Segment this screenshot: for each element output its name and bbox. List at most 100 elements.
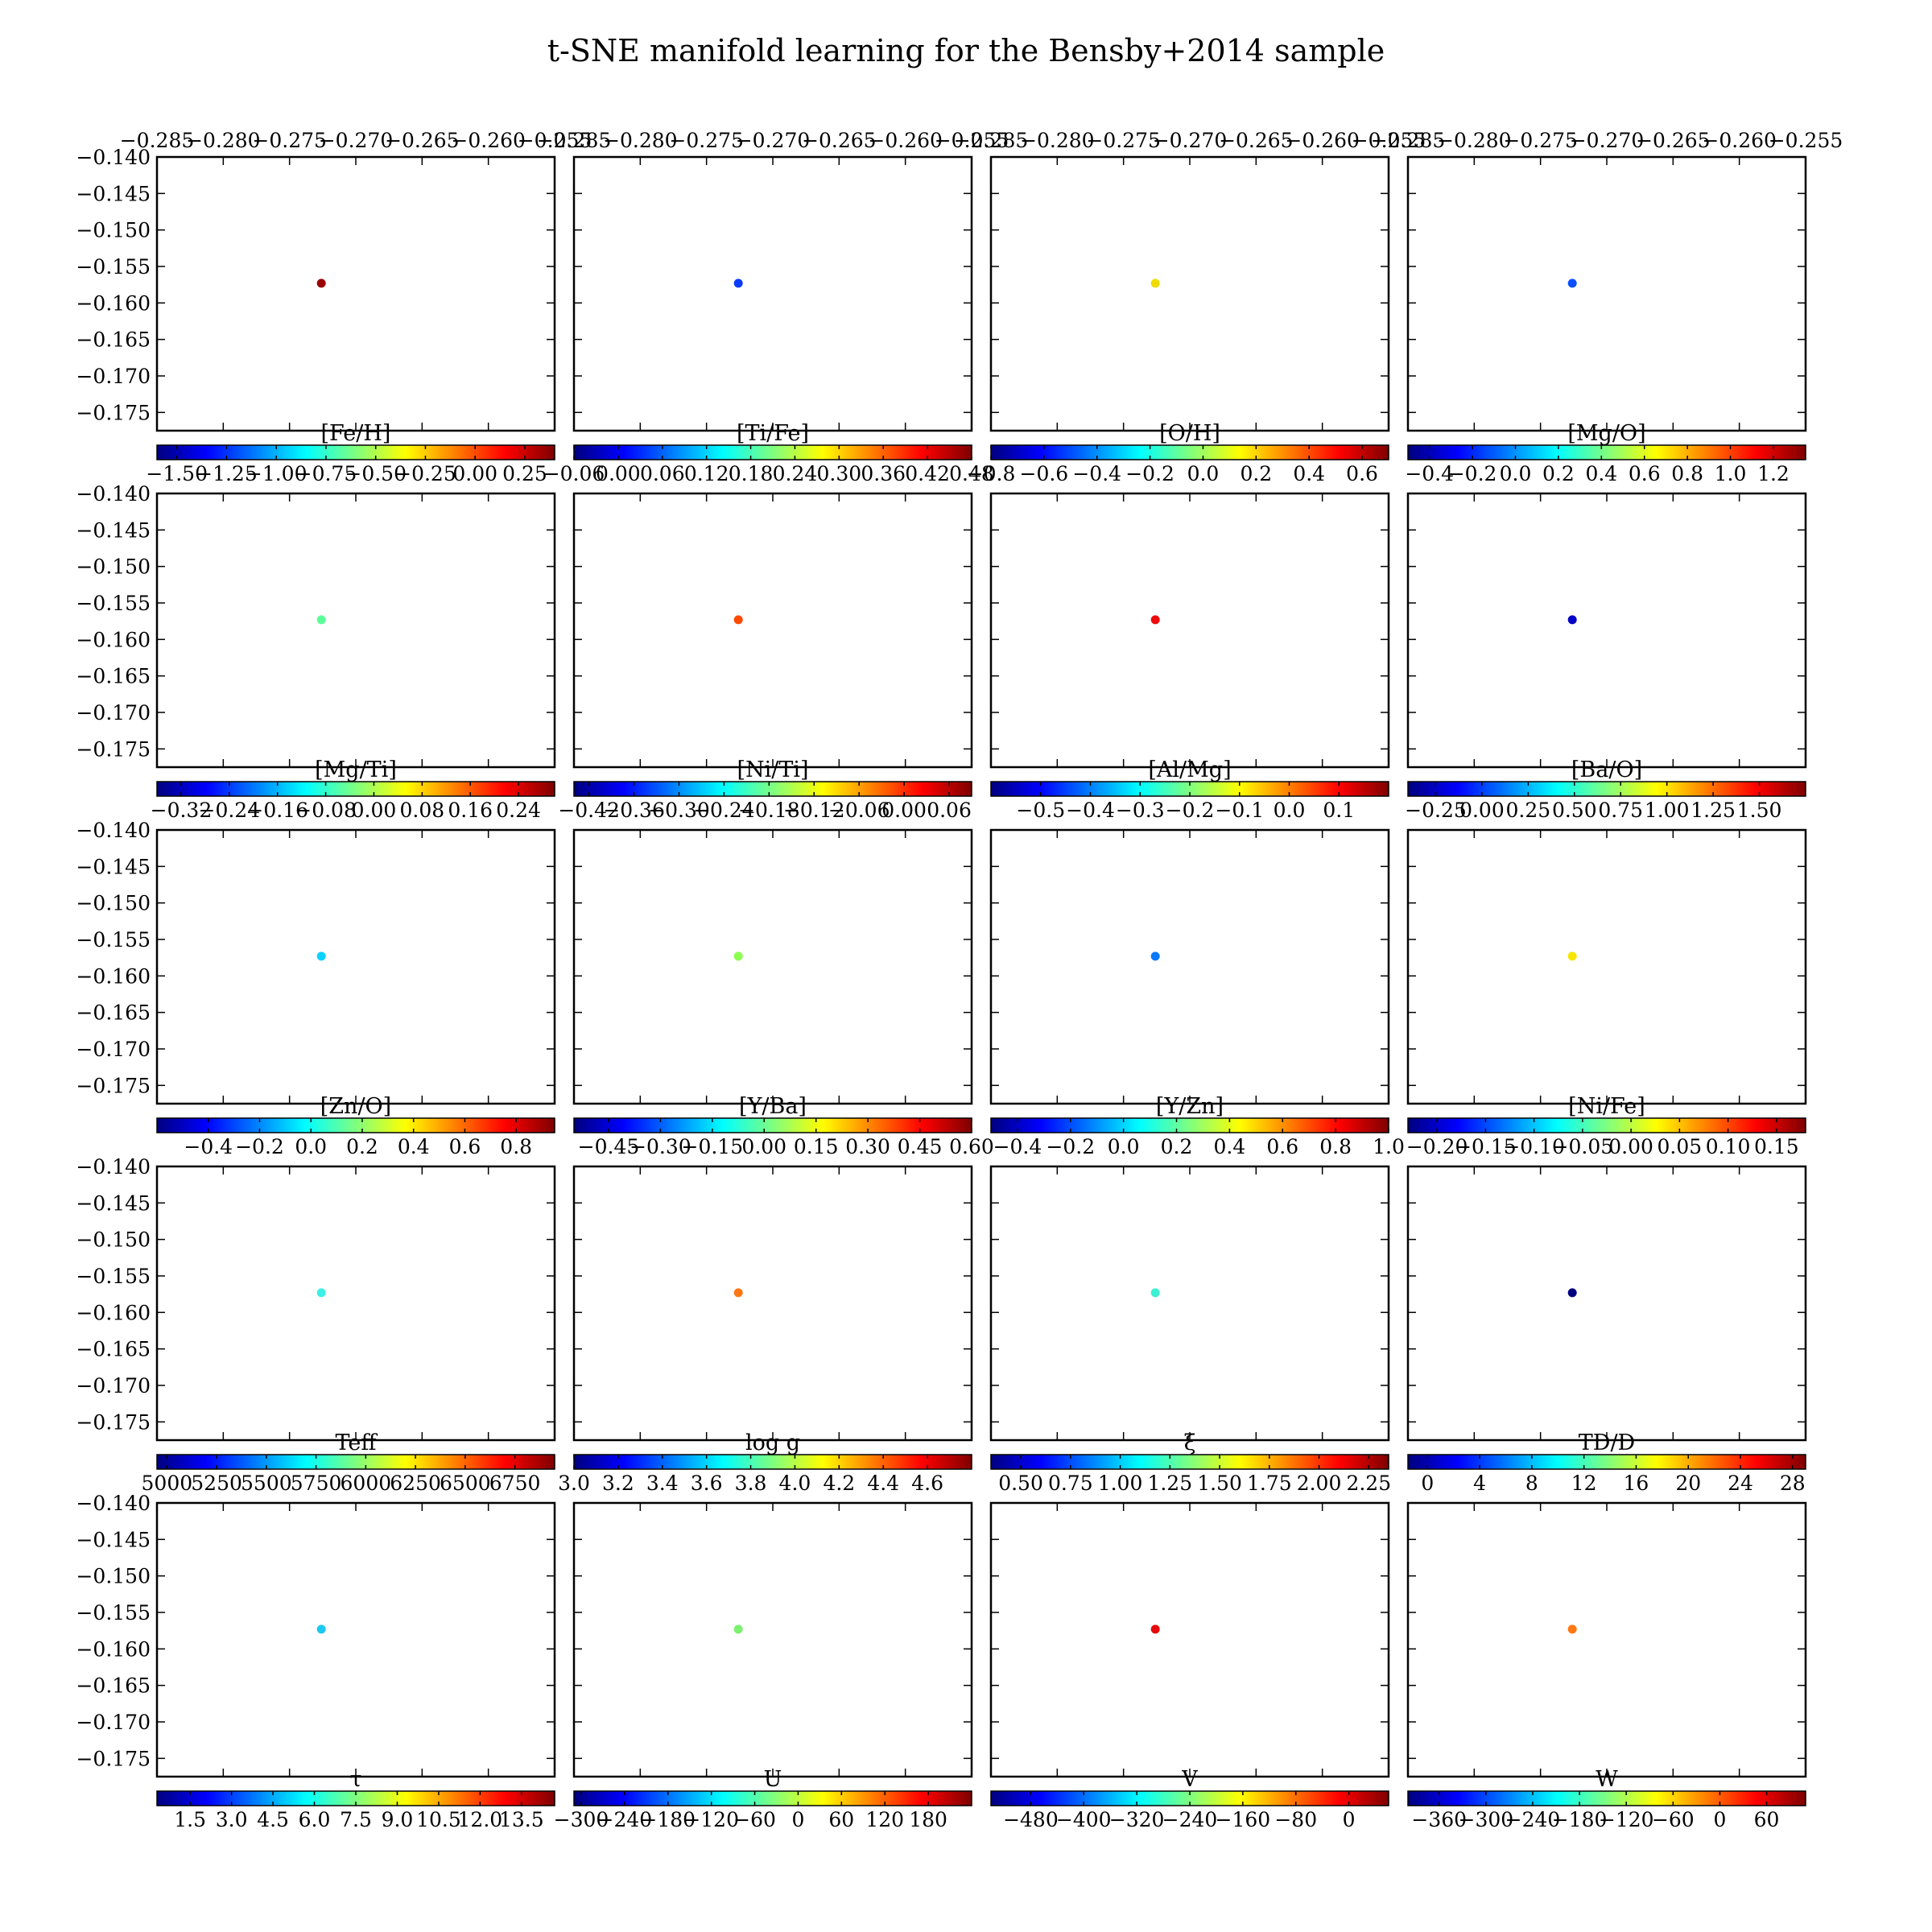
y-tick-label: −0.175	[76, 401, 151, 424]
colorbar-tick-label: 0.50	[998, 1472, 1043, 1495]
colorbar-tick-label: −180	[1552, 1808, 1608, 1831]
scatter-point	[1567, 952, 1577, 961]
colorbar-tick-label: 0	[1343, 1808, 1356, 1831]
y-tick-label: −0.145	[76, 855, 151, 878]
colorbar-tick-label: −0.15	[1455, 1135, 1517, 1158]
y-tick-label: −0.150	[76, 1565, 151, 1588]
colorbar-tick-label: −0.15	[682, 1135, 744, 1158]
colorbar-tick-label: −0.36	[603, 799, 665, 822]
colorbar-tick-label: 0.75	[1598, 799, 1643, 822]
colorbar-tick-label: 3.2	[602, 1472, 634, 1495]
y-tick-label: −0.140	[76, 1155, 151, 1179]
colorbar-tick-label: 0.60	[949, 1135, 994, 1158]
colorbar-label: [Y/Ba]	[739, 1094, 807, 1119]
axes-frame	[572, 1501, 973, 1778]
colorbar-tick-label: 2.25	[1346, 1472, 1391, 1495]
colorbar-tick-label: −300	[554, 1808, 609, 1831]
y-tick-label: −0.165	[76, 1674, 151, 1698]
colorbar-tick-label: −0.50	[345, 462, 407, 485]
colorbar-tick-label: 0	[1421, 1472, 1434, 1495]
scatter-point	[1567, 1288, 1577, 1298]
colorbar	[1407, 1790, 1806, 1806]
colorbar-tick-label: 0.4	[1293, 462, 1325, 485]
y-tick-label: −0.170	[76, 1711, 151, 1734]
y-tick-label: −0.140	[76, 146, 151, 169]
colorbar-tick-label: −320	[1109, 1808, 1165, 1831]
colorbar-tick-label: 0.45	[898, 1135, 943, 1158]
y-tick-label: −0.170	[76, 1374, 151, 1397]
colorbar-tick-label: 0.8	[1319, 1135, 1352, 1158]
colorbar-tick-label: −0.25	[1405, 799, 1467, 822]
colorbar-tick-label: 24	[1728, 1472, 1753, 1495]
colorbar-tick-label: 0	[791, 1808, 804, 1831]
colorbar-tick-label: −300	[1459, 1808, 1514, 1831]
colorbar-tick-label: 0.0	[1500, 462, 1532, 485]
axes-frame	[155, 492, 556, 769]
colorbar-tick-label: −0.4	[1072, 462, 1121, 485]
colorbar-tick-label: 2.00	[1297, 1472, 1342, 1495]
colorbar-tick-label: −60	[733, 1808, 776, 1831]
y-tick-label: −0.165	[76, 665, 151, 688]
colorbar-tick-label: 4	[1473, 1472, 1486, 1495]
y-tick-label: −0.165	[76, 1001, 151, 1025]
scatter-point	[733, 1624, 743, 1634]
colorbar-tick-label: −0.08	[295, 799, 357, 822]
colorbar-tick-label: 0.08	[399, 799, 444, 822]
colorbar-tick-label: −0.25	[394, 462, 456, 485]
axes-frame	[989, 492, 1390, 769]
colorbar-tick-label: 4.2	[823, 1472, 855, 1495]
colorbar-tick-label: −360	[1411, 1808, 1467, 1831]
colorbar-tick-label: −0.24	[199, 799, 261, 822]
y-tick-label: −0.140	[76, 482, 151, 506]
axes-frame	[1406, 1165, 1807, 1442]
colorbar-tick-label: −0.6	[1020, 462, 1069, 485]
x-tick-label: −0.255	[518, 129, 592, 152]
colorbar-tick-label: 0.4	[398, 1135, 430, 1158]
colorbar-tick-label: 0.24	[496, 799, 541, 822]
colorbar	[573, 781, 972, 797]
panel: −0.5 −0.4 −0.3 −0.2 −0.1 0.0 0.1 [Al/Mg]	[989, 492, 1390, 822]
colorbar-tick-label: −240	[1505, 1808, 1561, 1831]
colorbar	[1407, 781, 1806, 797]
colorbar-label: [Fe/H]	[321, 421, 391, 446]
panel-grid: −0.285−0.280−0.275−0.270−0.265−0.260−0.2…	[76, 129, 1843, 1831]
colorbar-tick-label: −0.30	[630, 1135, 691, 1158]
axes-frame	[1406, 492, 1807, 769]
colorbar-label: [Y/Zn]	[1156, 1094, 1224, 1119]
colorbar-tick-label: −180	[640, 1808, 696, 1831]
colorbar	[573, 1454, 972, 1470]
scatter-point	[316, 1288, 326, 1298]
y-tick-label: −0.155	[76, 255, 151, 279]
colorbar-tick-label: 60	[1754, 1808, 1780, 1831]
colorbar-label: V	[1181, 1767, 1198, 1792]
scatter-point	[1150, 1288, 1160, 1298]
colorbar-label: Teff	[335, 1430, 378, 1455]
colorbar-label: TD/D	[1579, 1430, 1635, 1455]
colorbar-label: U	[764, 1767, 782, 1792]
colorbar-tick-label: −120	[683, 1808, 739, 1831]
colorbar	[156, 1117, 555, 1133]
x-tick-label: −0.255	[1769, 129, 1843, 152]
colorbar-tick-label: 0.1	[1323, 799, 1355, 822]
y-tick-label: −0.170	[76, 365, 151, 388]
axes-frame	[572, 492, 973, 769]
scatter-point	[1150, 1624, 1160, 1634]
colorbar-tick-label: −0.06	[828, 799, 890, 822]
y-tick-label: −0.145	[76, 518, 151, 542]
colorbar-label: [Ni/Fe]	[1568, 1094, 1645, 1119]
colorbar-tick-label: −0.2	[1166, 799, 1215, 822]
colorbar-label: [Al/Mg]	[1148, 758, 1231, 782]
colorbar-tick-label: 6250	[390, 1472, 441, 1495]
figure-title: t-SNE manifold learning for the Bensby+2…	[547, 33, 1385, 68]
panel: −0.285−0.280−0.275−0.270−0.265−0.260−0.2…	[1371, 129, 1843, 485]
y-tick-label: −0.160	[76, 1637, 151, 1661]
colorbar-tick-label: 1.75	[1247, 1472, 1292, 1495]
colorbar-tick-label: −1.50	[146, 462, 208, 485]
x-tick-label: −0.265	[385, 129, 460, 152]
colorbar-tick-label: 1.2	[1757, 462, 1790, 485]
panel: −0.140 −0.145 −0.150 −0.155 −0.160 −0.165 −0.1…	[76, 482, 556, 822]
scatter-point	[733, 615, 743, 625]
x-tick-label: −0.255	[935, 129, 1009, 152]
y-tick-label: −0.170	[76, 1038, 151, 1061]
colorbar-label: [Mg/O]	[1567, 421, 1645, 446]
